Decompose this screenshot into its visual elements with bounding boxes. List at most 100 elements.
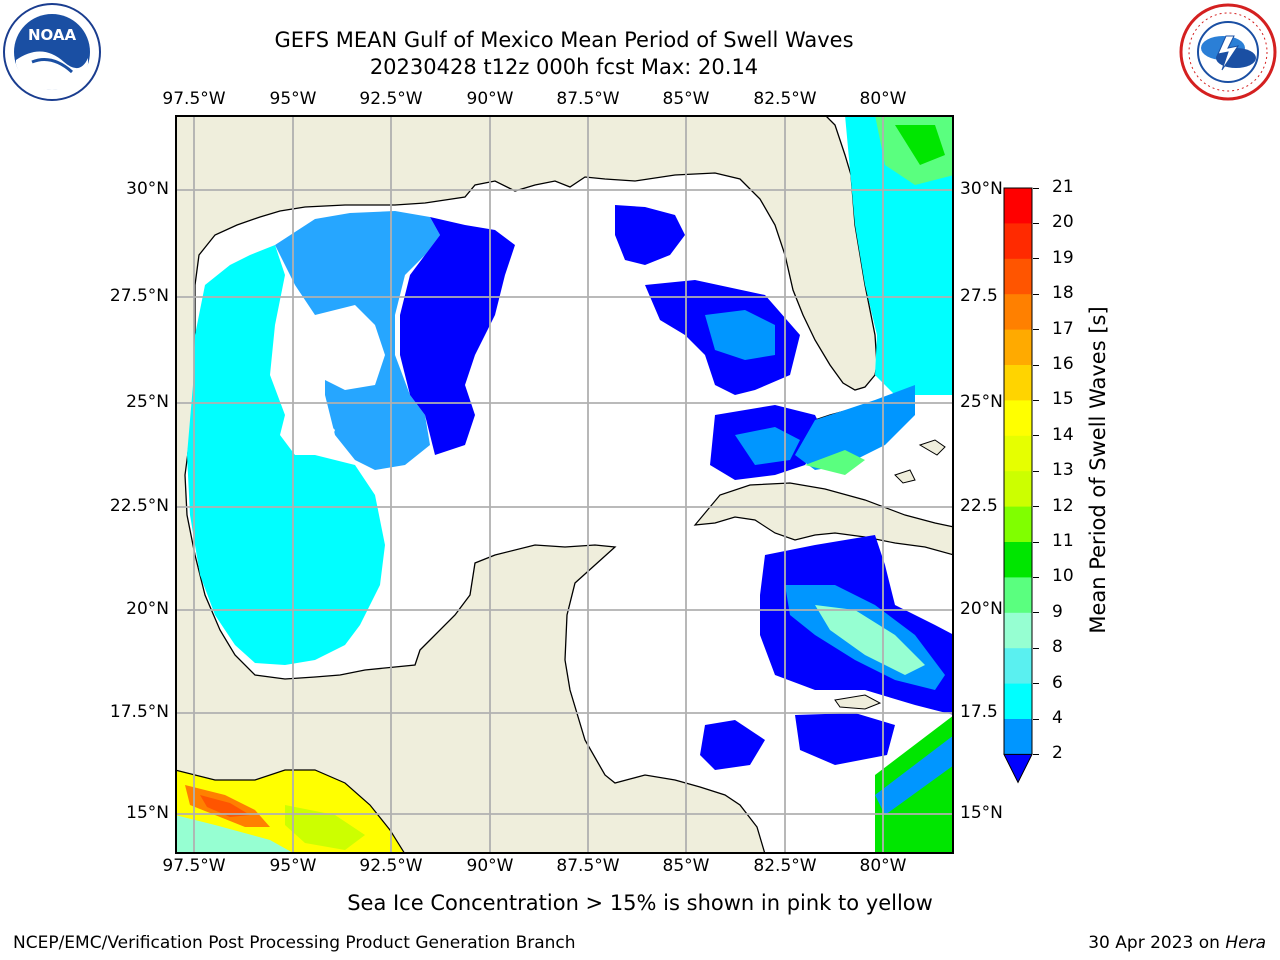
colorbar-tick-mark xyxy=(1033,364,1039,366)
colorbar-tick-mark xyxy=(1033,647,1039,649)
colorbar-tick-label: 6 xyxy=(1052,672,1063,693)
colorbar-tick-label: 17 xyxy=(1052,318,1074,339)
lon-label-top: 87.5°W xyxy=(556,89,620,109)
colorbar xyxy=(1000,186,1050,786)
nws-logo xyxy=(1178,2,1278,102)
lat-label-left: 30°N xyxy=(126,179,169,199)
chart-subtitle: 20230428 t12z 000h fcst Max: 20.14 xyxy=(369,55,759,79)
lat-label-right: 15°N xyxy=(960,803,1003,823)
swell-region-straits-green xyxy=(805,450,865,475)
chart-title: GEFS MEAN Gulf of Mexico Mean Period of … xyxy=(274,28,854,52)
lat-label-left: 22.5°N xyxy=(109,496,169,516)
sea-ice-note: Sea Ice Concentration > 15% is shown in … xyxy=(347,891,933,915)
lat-label-right: 25°N xyxy=(960,392,1003,412)
colorbar-tick-label: 14 xyxy=(1052,424,1074,445)
nodata-patch-1 xyxy=(300,305,385,390)
colorbar-tick-mark xyxy=(1033,470,1039,472)
swell-region-4s-east xyxy=(705,310,775,360)
colorbar-tick-label: 12 xyxy=(1052,495,1074,516)
colorbar-tick-mark xyxy=(1033,576,1039,578)
lat-label-left: 17.5°N xyxy=(109,702,169,722)
swell-region-pacific-red xyxy=(200,795,250,817)
map-panel xyxy=(175,115,954,854)
colorbar-tick-mark xyxy=(1033,506,1039,508)
swell-region-4s-yucatan xyxy=(735,427,800,465)
swell-region-caribbean-5 xyxy=(700,720,765,770)
lon-label-bottom: 85°W xyxy=(662,856,710,876)
date-prefix: 30 Apr 2023 on xyxy=(1088,933,1226,953)
colorbar-segment xyxy=(1004,648,1032,685)
colorbar-tick-mark xyxy=(1033,541,1039,543)
colorbar-tick-label: 18 xyxy=(1052,283,1074,304)
colorbar-tick-label: 15 xyxy=(1052,389,1074,410)
colorbar-tick-label: 4 xyxy=(1052,708,1063,728)
lat-label-right: 22.5 xyxy=(960,496,998,516)
colorbar-tick-label: 20 xyxy=(1052,212,1074,233)
colorbar-segment xyxy=(1004,506,1032,543)
date-host: Hera xyxy=(1225,933,1266,953)
lon-label-bottom: 92.5°W xyxy=(359,856,423,876)
lon-label-bottom: 90°W xyxy=(466,856,514,876)
colorbar-segment xyxy=(1004,258,1032,295)
colorbar-label: Mean Period of Swell Waves [s] xyxy=(1086,306,1110,634)
swell-region-caribbean-4 xyxy=(795,713,895,765)
colorbar-segment xyxy=(1004,577,1032,614)
lon-label-bottom: 87.5°W xyxy=(556,856,620,876)
colorbar-tick-label: 9 xyxy=(1052,601,1063,622)
lon-label-top: 95°W xyxy=(269,89,317,109)
svg-text:NOAA: NOAA xyxy=(28,26,77,44)
colorbar-segment xyxy=(1004,188,1032,224)
swell-region-6to8s xyxy=(187,245,385,665)
colorbar-segment xyxy=(1004,435,1032,472)
swell-region-pacific-lime xyxy=(285,805,365,850)
jamaica-island xyxy=(834,694,882,710)
colorbar-segment xyxy=(1004,329,1032,366)
lon-label-top: 85°W xyxy=(662,89,710,109)
lon-label-bottom: 80°W xyxy=(859,856,907,876)
colorbar-tick-mark xyxy=(1033,329,1039,331)
lon-label-bottom: 95°W xyxy=(269,856,317,876)
swell-region-atlantic-lime xyxy=(895,125,945,165)
colorbar-tick-label: 11 xyxy=(1052,531,1074,551)
swell-region-caribbean-7 xyxy=(875,735,954,815)
lat-label-left: 27.5°N xyxy=(109,286,169,306)
colorbar-tick-label: 19 xyxy=(1052,247,1074,268)
lat-label-right: 27.5 xyxy=(960,286,998,306)
swell-region-caribbean-3 xyxy=(815,605,925,675)
colorbar-tick-mark xyxy=(1033,753,1039,755)
map-frame xyxy=(175,115,954,854)
swell-region-atlantic xyxy=(845,115,954,395)
lon-label-top: 97.5°W xyxy=(162,89,226,109)
colorbar-segment xyxy=(1004,223,1032,260)
bahamas-islands xyxy=(894,439,946,484)
colorbar-tick-mark xyxy=(1033,612,1039,614)
lat-label-left: 15°N xyxy=(126,803,169,823)
colorbar-tick-mark xyxy=(1033,718,1039,720)
noaa-logo: NOAA xyxy=(2,2,102,102)
colorbar-tick-label: 13 xyxy=(1052,460,1074,481)
colorbar-segment xyxy=(1004,365,1032,401)
swell-region-straits xyxy=(795,385,915,470)
lat-label-right: 30°N xyxy=(960,179,1003,199)
colorbar-tick-mark xyxy=(1033,258,1039,260)
lat-label-left: 25°N xyxy=(126,392,169,412)
colorbar-segment xyxy=(1004,400,1032,437)
lat-label-left: 20°N xyxy=(126,599,169,619)
colorbar-segment xyxy=(1004,719,1032,755)
colorbar-tick-mark xyxy=(1033,187,1039,189)
colorbar-tick-mark xyxy=(1033,222,1039,224)
lon-label-top: 80°W xyxy=(859,89,907,109)
colorbar-tick-mark xyxy=(1033,399,1039,401)
lon-label-top: 82.5°W xyxy=(753,89,817,109)
colorbar-segment xyxy=(1004,612,1032,649)
credit-text: NCEP/EMC/Verification Post Processing Pr… xyxy=(13,933,576,953)
colorbar-tick-label: 10 xyxy=(1052,566,1074,587)
swell-region-2s-ne xyxy=(615,205,685,265)
colorbar-extend-arrow xyxy=(1003,753,1033,784)
lon-label-top: 90°W xyxy=(466,89,514,109)
colorbar-segment xyxy=(1004,542,1032,578)
colorbar-tick-label: 2 xyxy=(1052,743,1063,764)
colorbar-segment xyxy=(1004,294,1032,331)
colorbar-tick-label: 16 xyxy=(1052,354,1074,374)
map-gridlines xyxy=(175,115,954,854)
